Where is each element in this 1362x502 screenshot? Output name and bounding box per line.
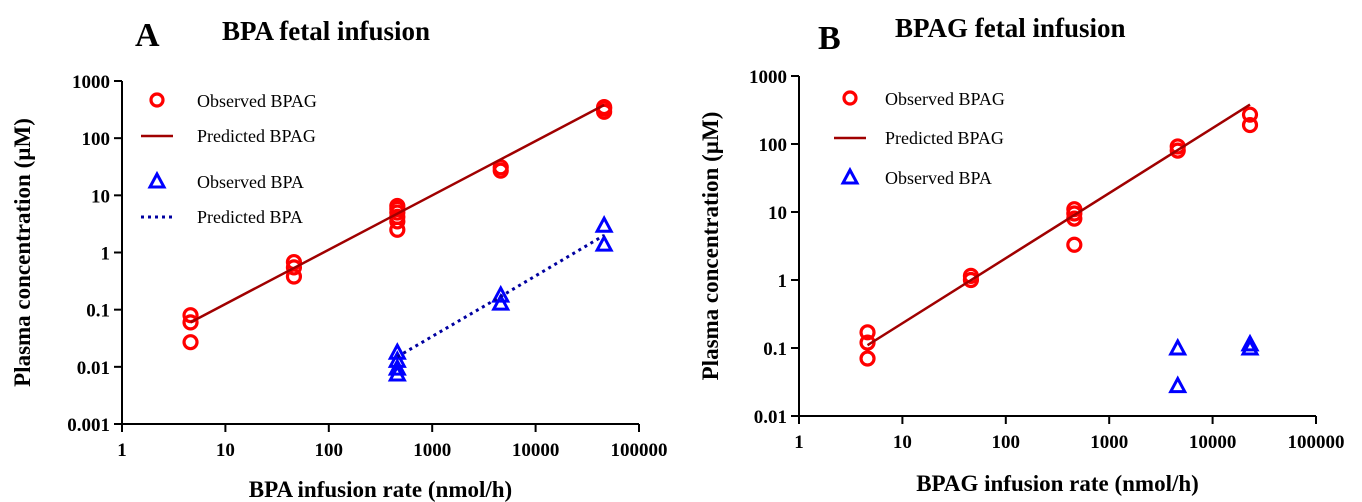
panel-a: A BPA fetal infusion 0.001 0.01 0.1 1 10 100 100… [10,16,668,502]
y-tick-label: 100 [759,135,788,156]
data-point-triangle [491,284,511,303]
data-point-circle [1066,236,1083,253]
y-tick-label: 100 [82,129,111,150]
x-tick-label: 10 [216,440,235,461]
legend: Observed BPAG Predicted BPAG Observed BPA P… [141,91,317,227]
x-tick-label: 1 [117,440,127,461]
x-tick-label: 100 [315,440,344,461]
x-tick-label: 100000 [1288,432,1345,453]
series-line [189,103,605,324]
x-axis-title: BPA infusion rate (nmol/h) [249,477,512,502]
series-line [866,103,1251,347]
data-point-triangle [594,215,614,233]
data-point-circle [285,259,303,276]
x-tick-label: 1000 [413,440,451,461]
x-axis-title: BPAG infusion rate (nmol/h) [916,471,1199,496]
chart-title: BPAG fetal infusion [895,13,1126,43]
x-tick-label: 1 [794,432,804,453]
legend-label: Predicted BPA [197,207,303,227]
data-point-triangle [1168,375,1188,394]
legend-label: Observed BPA [885,168,992,188]
y-tick-label: 10 [768,203,787,224]
legend-label: Predicted BPAG [197,126,316,146]
data-point-circle [859,324,876,341]
legend-marker-triangle [147,170,167,189]
data-point-triangle [1168,337,1188,356]
data-point-triangle [491,292,511,311]
y-tick-label: 0.01 [754,407,787,428]
legend-label: Observed BPA [197,172,304,192]
x-tick-label: 10000 [1189,432,1237,453]
legend-marker-circle [149,92,165,108]
data-point-circle [182,334,199,351]
y-tick-label: 1 [778,271,788,292]
data-point-circle [859,334,876,351]
data-point-triangle [1240,333,1260,352]
y-tick-label: 0.1 [763,339,787,360]
x-tick-label: 1000 [1090,432,1128,453]
y-tick-label: 1000 [749,67,787,88]
series-triangle [1168,333,1260,394]
panel-letter: A [135,17,160,54]
legend-label: Observed BPAG [197,91,317,111]
legend: Observed BPAG Predicted BPAG Observed BPA [834,89,1005,188]
series-line [866,103,1251,347]
data-point-triangle [387,350,407,368]
legend-label: Observed BPAG [885,89,1005,109]
data-point-circle [182,314,199,331]
y-tick-label: 0.1 [86,301,110,322]
data-point-triangle [387,342,407,360]
series-dotted-line [396,234,605,359]
data-point-circle [859,350,876,367]
data-point-triangle [1240,337,1260,356]
series-triangle [387,215,614,382]
legend-marker-triangle [840,166,860,185]
y-axis-title: Plasma concentration (µM) [698,112,723,381]
y-tick-label: 0.01 [77,358,110,379]
series-circle [859,106,1259,367]
y-tick-label: 1 [101,244,111,265]
y-axis-title: Plasma concentration (µM) [10,118,35,387]
panel-letter: B [818,20,841,57]
legend-marker-circle [842,90,858,106]
legend-label: Predicted BPAG [885,128,1004,148]
y-tick-label: 1000 [72,72,110,93]
panel-b: B BPAG fetal infusion 0.01 0.1 1 10 100 1000 1 10… [698,13,1345,496]
x-tick-label: 10 [893,432,912,453]
y-tick-label: 10 [91,186,110,207]
series-line [396,234,605,359]
series-line [189,103,605,324]
x-tick-label: 100 [992,432,1021,453]
x-tick-label: 100000 [611,440,668,461]
data-point-circle [1241,106,1259,123]
chart-title: BPA fetal infusion [222,16,430,46]
x-tick-label: 10000 [512,440,560,461]
data-point-triangle [594,233,614,252]
data-point-circle [1241,116,1259,134]
y-tick-label: 0.001 [67,415,110,436]
